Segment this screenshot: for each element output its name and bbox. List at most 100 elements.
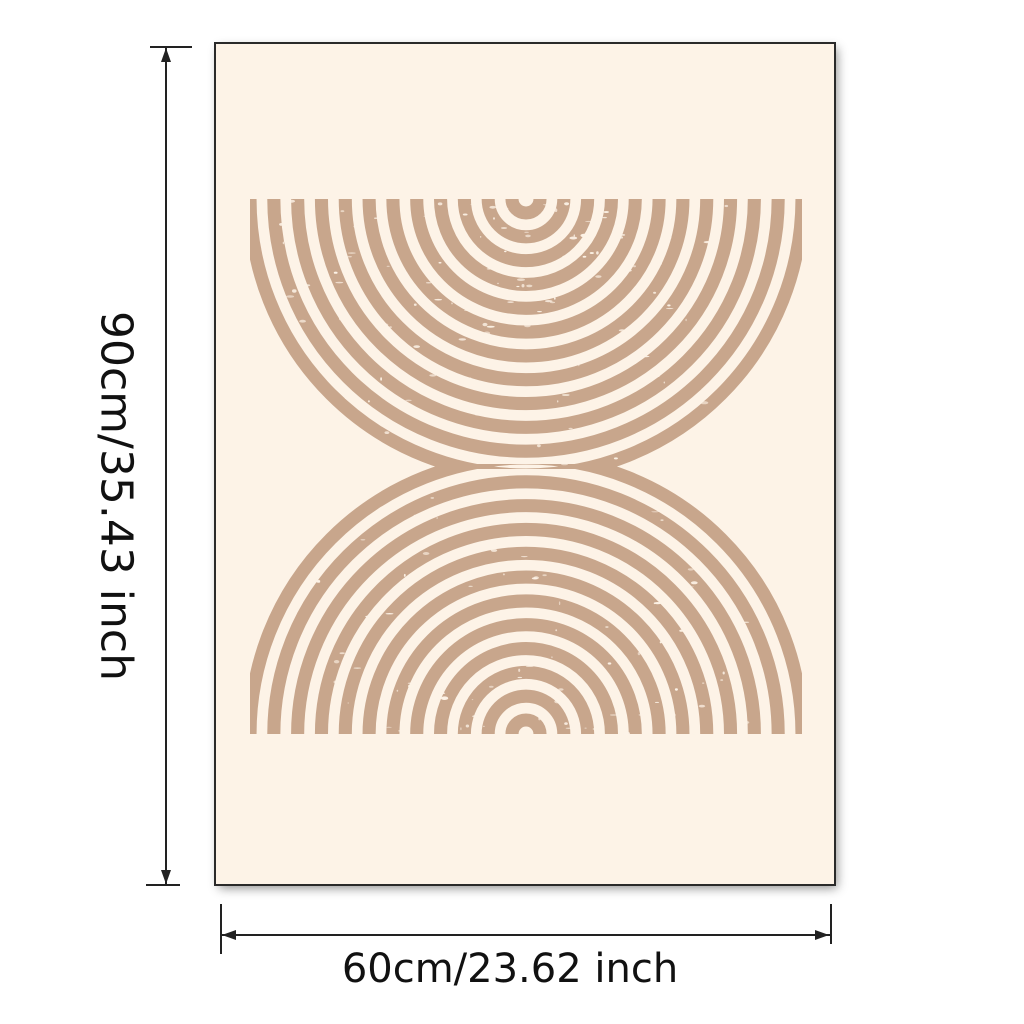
texture-speck: [651, 511, 659, 513]
texture-speck: [437, 692, 446, 695]
texture-speck: [582, 256, 585, 258]
texture-speck: [603, 211, 609, 213]
texture-speck: [514, 518, 518, 521]
texture-speck: [502, 239, 505, 241]
texture-speck: [538, 717, 541, 721]
texture-speck: [480, 621, 484, 624]
texture-speck: [452, 454, 461, 456]
height-dimension-cap-top: [150, 46, 192, 48]
texture-speck: [657, 376, 660, 377]
texture-speck: [621, 234, 626, 236]
texture-speck: [385, 613, 394, 615]
texture-speck: [673, 713, 676, 717]
texture-speck: [637, 652, 641, 656]
texture-speck: [282, 241, 285, 245]
texture-speck: [534, 563, 536, 565]
texture-speck: [554, 699, 561, 704]
texture-speck: [607, 253, 610, 257]
texture-speck: [578, 362, 580, 367]
texture-speck: [353, 667, 362, 669]
texture-speck: [303, 284, 311, 287]
texture-speck: [514, 246, 519, 249]
texture-speck: [422, 552, 430, 555]
width-label: 60cm/23.62 inch: [341, 946, 679, 992]
texture-speck: [468, 377, 472, 379]
texture-speck: [407, 682, 415, 684]
texture-speck: [338, 692, 343, 695]
texture-speck: [438, 261, 442, 264]
texture-speck: [546, 659, 549, 661]
top-ring: [314, 199, 738, 411]
texture-speck: [519, 707, 527, 711]
texture-speck: [642, 355, 650, 358]
texture-speck: [542, 574, 547, 577]
texture-speck: [673, 200, 677, 202]
texture-speck: [600, 586, 606, 589]
bottom-ring: [291, 499, 761, 734]
texture-speck: [486, 325, 495, 328]
texture-speck: [347, 256, 352, 258]
texture-speck: [592, 728, 596, 730]
texture-speck: [568, 427, 573, 430]
texture-speck: [654, 701, 660, 703]
texture-speck: [398, 730, 402, 732]
texture-speck: [470, 203, 478, 205]
texture-speck: [389, 326, 392, 329]
texture-speck: [484, 622, 488, 624]
texture-speck: [507, 301, 514, 303]
bottom-semicircle-rings: [250, 464, 802, 734]
texture-speck: [543, 204, 548, 206]
texture-speck: [450, 298, 453, 300]
texture-speck: [517, 681, 525, 684]
texture-speck: [517, 278, 525, 281]
texture-speck: [602, 216, 607, 219]
texture-speck: [335, 281, 344, 284]
texture-speck: [379, 203, 383, 206]
texture-speck: [437, 202, 443, 206]
texture-speck: [553, 666, 558, 668]
texture-speck: [686, 586, 694, 588]
top-ring: [338, 199, 714, 387]
texture-speck: [365, 615, 372, 618]
texture-speck: [404, 587, 406, 590]
texture-speck: [659, 641, 662, 644]
texture-speck: [594, 330, 599, 332]
top-ring: [457, 199, 595, 268]
texture-speck: [465, 724, 470, 728]
texture-speck: [413, 303, 417, 306]
texture-speck: [679, 629, 684, 632]
texture-speck: [613, 457, 618, 460]
texture-speck: [725, 557, 729, 559]
texture-speck: [690, 581, 698, 585]
texture-speck: [605, 626, 609, 628]
texture-speck: [547, 344, 553, 347]
bottom-ring: [314, 522, 738, 734]
texture-speck: [365, 406, 368, 409]
texture-speck: [674, 688, 678, 691]
texture-speck: [287, 199, 295, 203]
texture-speck: [585, 220, 593, 223]
texture-speck: [663, 381, 665, 384]
texture-speck: [413, 345, 420, 348]
texture-speck: [533, 576, 539, 580]
texture-speck: [599, 665, 602, 668]
texture-speck: [292, 289, 297, 293]
texture-speck: [482, 322, 488, 327]
texture-speck: [573, 234, 575, 237]
texture-speck: [429, 374, 437, 377]
texture-speck: [551, 656, 553, 658]
texture-speck: [474, 731, 479, 734]
texture-speck: [523, 275, 530, 277]
top-ring: [505, 199, 547, 220]
texture-speck: [720, 679, 724, 681]
texture-speck: [520, 556, 528, 558]
texture-speck: [460, 381, 464, 385]
texture-speck: [555, 629, 558, 632]
texture-speck: [564, 722, 568, 725]
texture-speck: [633, 265, 636, 268]
texture-speck: [517, 676, 523, 679]
texture-speck: [524, 231, 529, 233]
texture-speck: [537, 217, 545, 219]
poster-canvas: [216, 44, 834, 884]
texture-speck: [344, 395, 347, 399]
